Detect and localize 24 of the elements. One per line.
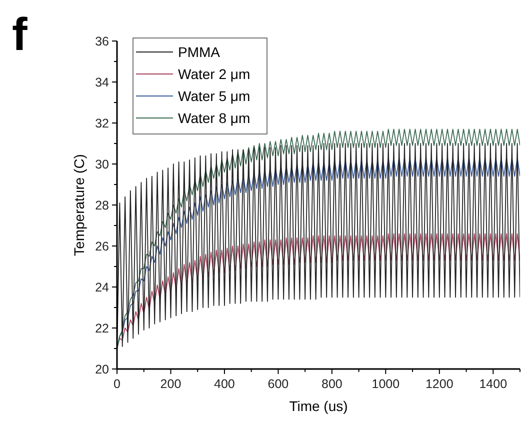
x-tick-label: 1000 [372,377,400,391]
x-tick-label: 800 [322,377,342,391]
text: f [12,8,28,60]
y-tick-label: 24 [95,280,110,294]
x-tick-label: 0 [114,377,121,391]
y-tick-label: 22 [95,321,110,336]
x-tick-label: 400 [214,377,235,391]
y-tick-label: 36 [95,34,110,48]
y-tick-label: 20 [95,362,110,376]
legend-label: Water 2 μm [178,66,250,82]
y-tick-label: 34 [95,75,110,90]
x-tick-label: 1200 [425,377,454,391]
x-axis-title: Time (us) [289,398,348,414]
x-tick-label: 200 [160,377,182,391]
y-tick-label: 28 [95,198,110,212]
y-tick-label: 26 [95,239,110,254]
x-tick-label: 600 [268,377,289,391]
legend-label: Water 8 μm [178,110,250,126]
y-axis-title: Temperature (C) [71,154,87,256]
x-tick-label: 1400 [479,377,508,391]
legend-label: PMMA [178,44,221,60]
y-tick-label: 30 [95,157,110,172]
y-tick-label: 32 [95,116,110,130]
legend-label: Water 5 μm [178,88,250,104]
